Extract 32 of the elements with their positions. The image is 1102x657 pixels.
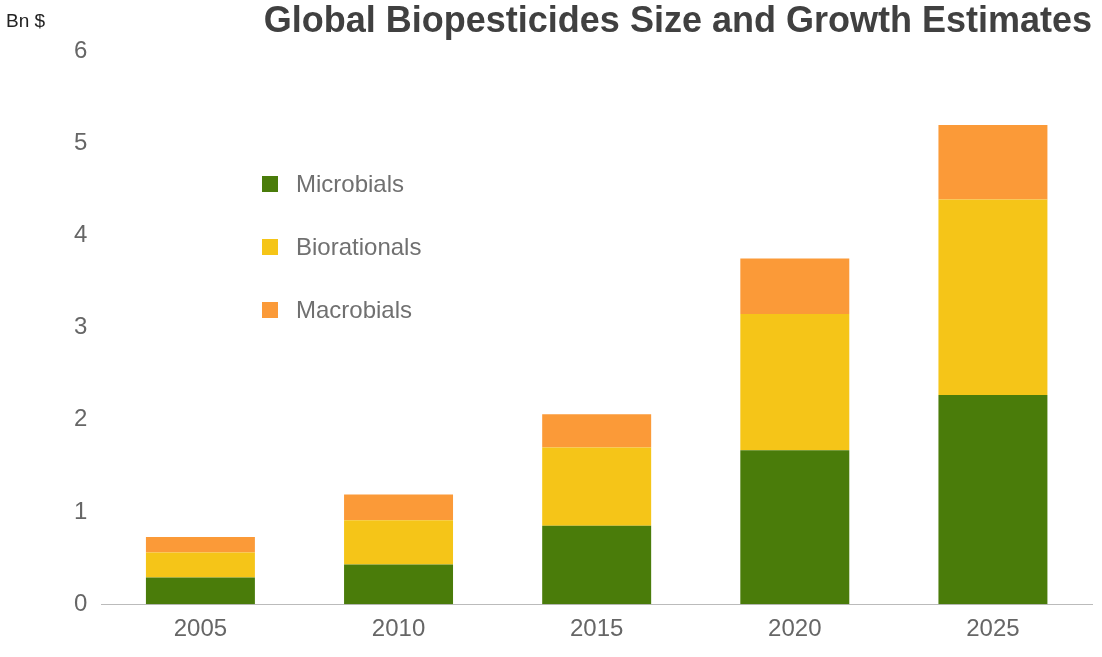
y-tick-label: 4 (73, 220, 88, 248)
bar (344, 520, 454, 565)
bar (740, 450, 850, 605)
bar (542, 447, 652, 526)
y-tick-label: 0 (73, 588, 88, 616)
bar (938, 124, 1048, 200)
bar (542, 414, 652, 448)
x-tick-label: 2005 (173, 614, 228, 642)
y-tick-label: 1 (73, 496, 88, 524)
bar (542, 525, 652, 605)
y-axis-title: Bn $ (6, 10, 46, 32)
x-tick-label: 2020 (768, 614, 822, 642)
bar (740, 313, 850, 451)
x-tick-label: 2010 (371, 614, 426, 642)
bar (938, 394, 1048, 605)
bar (938, 199, 1048, 395)
y-tick-label: 3 (73, 312, 88, 340)
bar (740, 258, 850, 314)
y-tick-label: 6 (73, 35, 88, 63)
bar (344, 564, 454, 605)
chart-title: Global Biopesticides Size and Growth Estimates (263, 0, 1092, 40)
y-tick-label: 2 (73, 404, 88, 432)
bar (145, 552, 255, 578)
legend-label: Macrobials (296, 295, 413, 324)
bar (145, 577, 255, 605)
legend-label: Biorationals (296, 232, 422, 261)
x-tick-label: 2025 (966, 614, 1020, 642)
bar (344, 494, 454, 521)
x-tick-label: 2015 (569, 614, 624, 642)
y-tick-label: 5 (73, 127, 88, 155)
bar (145, 536, 255, 553)
legend-label: Microbials (296, 169, 405, 198)
